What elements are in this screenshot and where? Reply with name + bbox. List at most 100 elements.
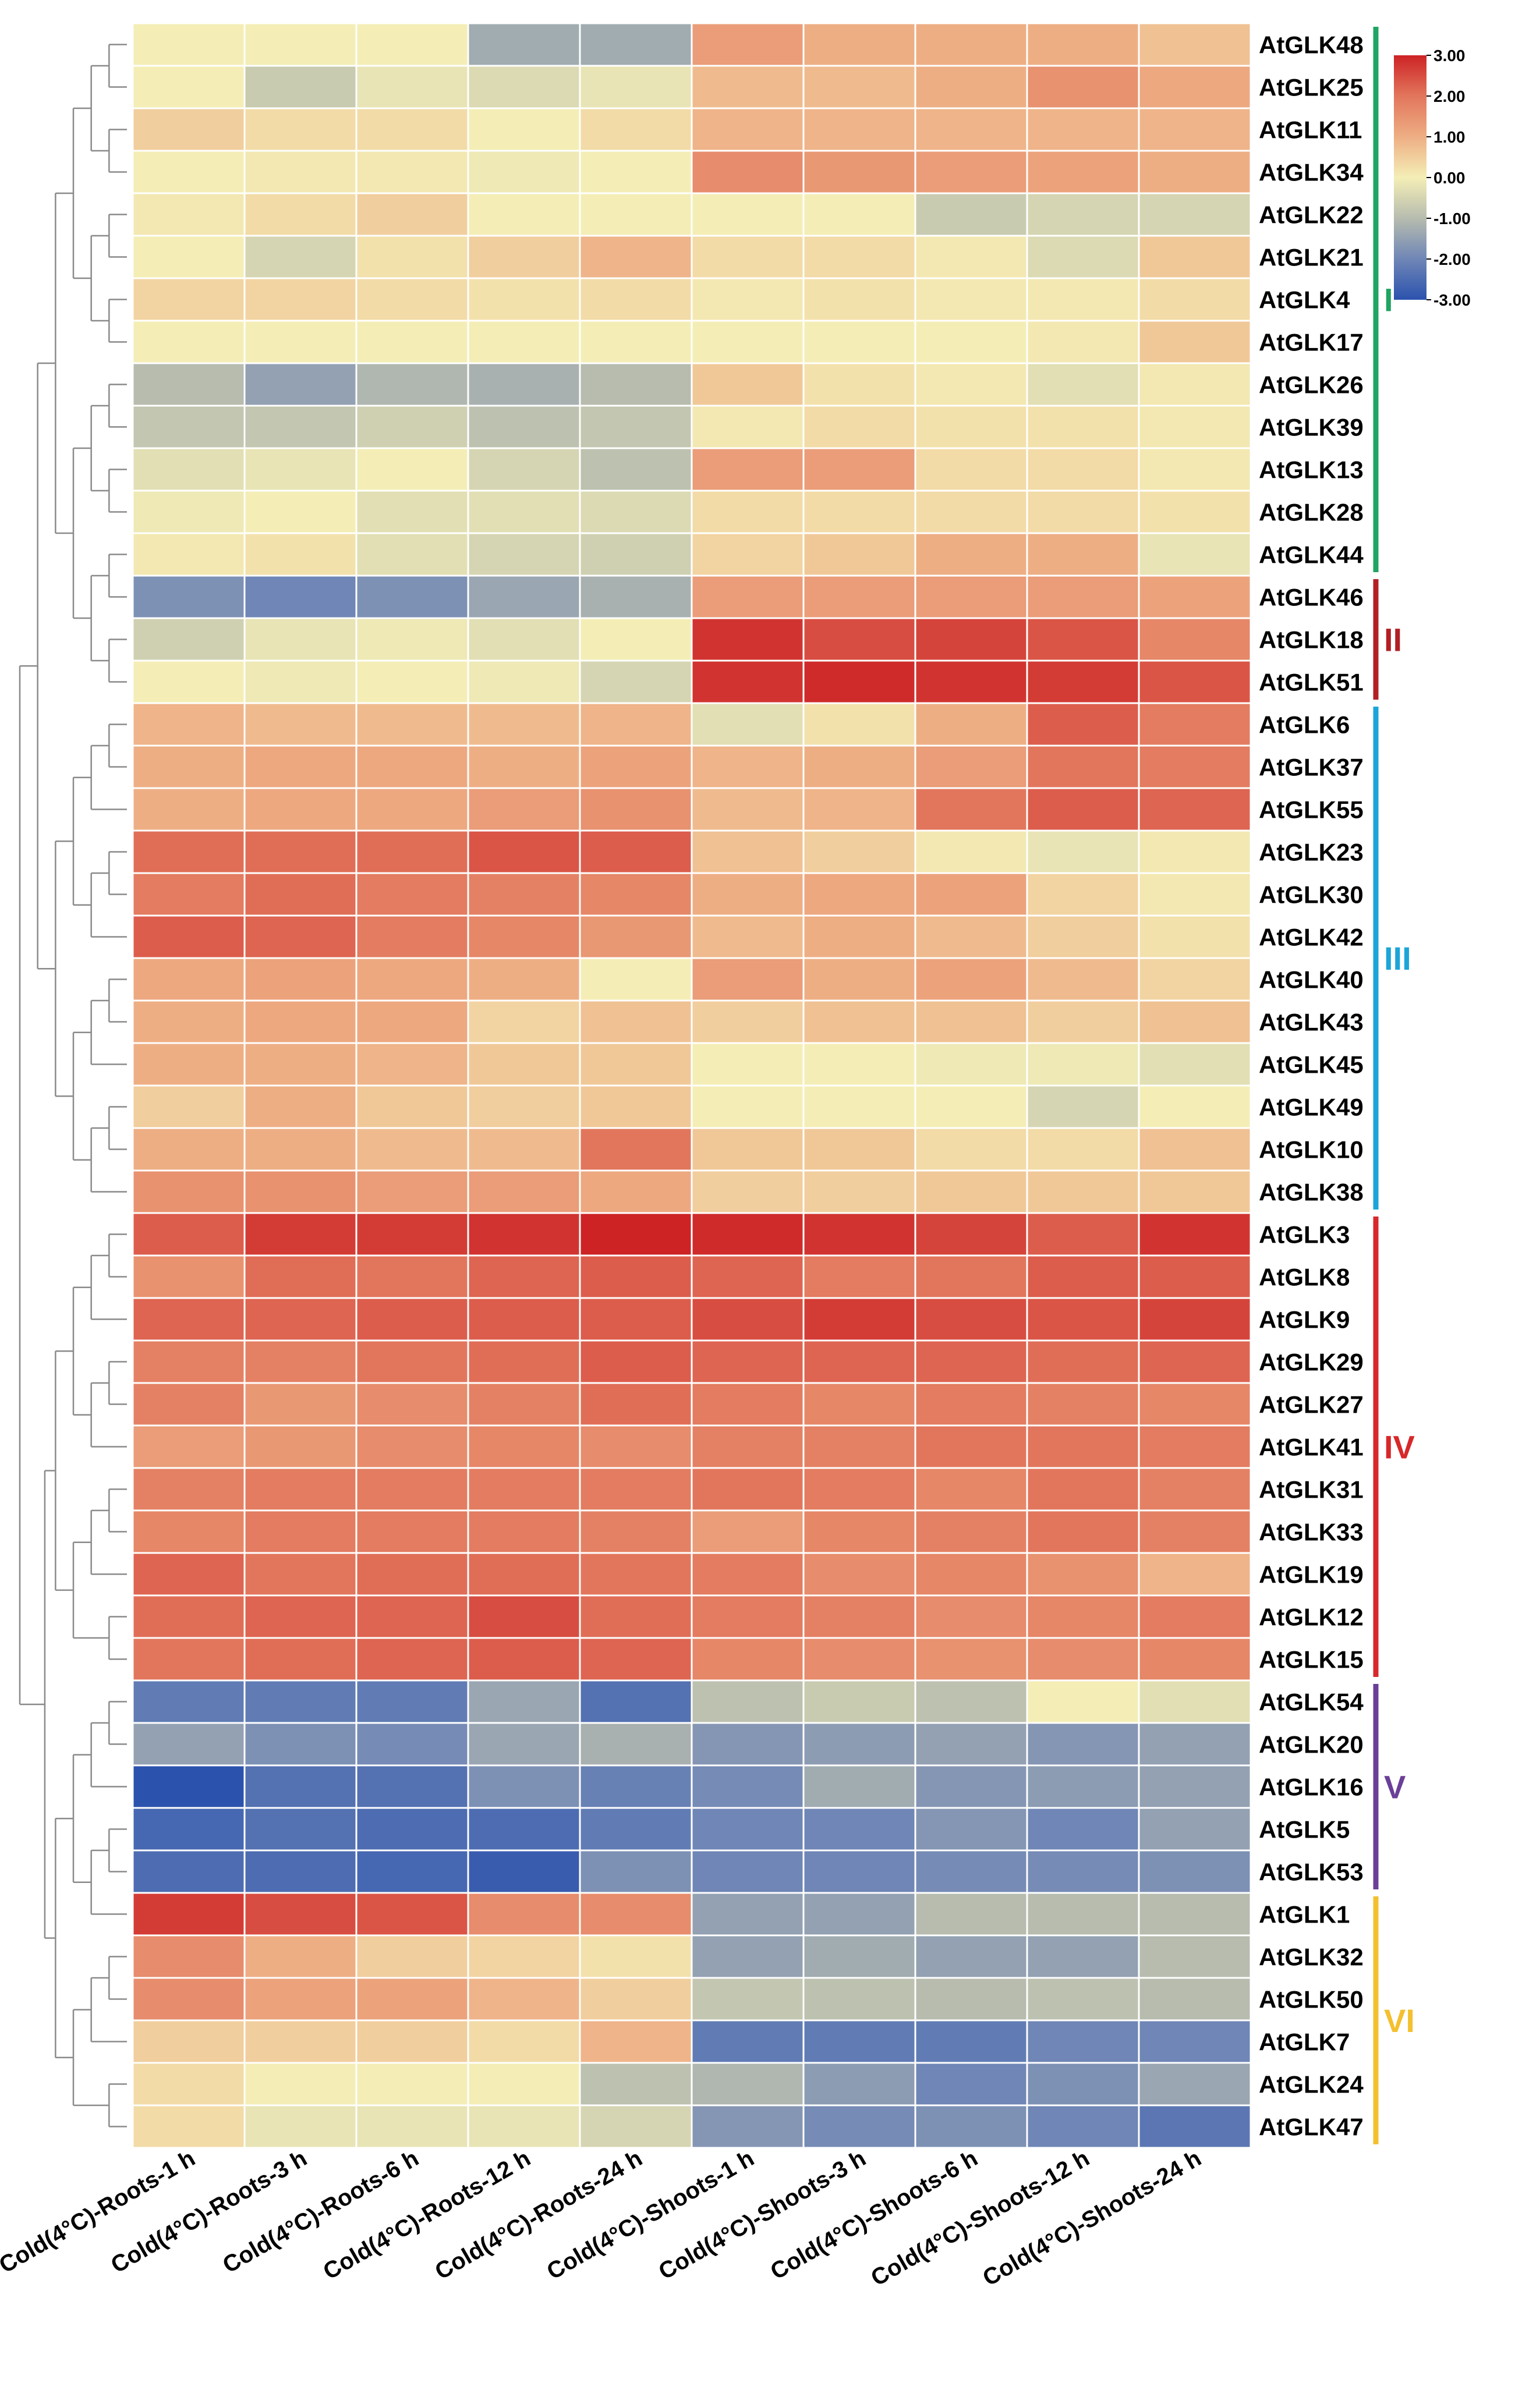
heatmap-cell bbox=[355, 277, 469, 322]
heatmap-cell bbox=[914, 957, 1028, 1002]
heatmap-cell bbox=[579, 914, 693, 959]
heatmap-cell bbox=[132, 659, 246, 704]
heatmap-cell bbox=[243, 1212, 357, 1257]
heatmap-cell bbox=[1026, 320, 1140, 364]
heatmap-cell bbox=[243, 320, 357, 364]
heatmap-cell bbox=[914, 617, 1028, 662]
heatmap-cell bbox=[691, 1552, 805, 1597]
heatmap-cell bbox=[1026, 277, 1140, 322]
heatmap-cell bbox=[914, 1552, 1028, 1597]
heatmap-cell bbox=[1138, 999, 1252, 1044]
heatmap-cell bbox=[467, 1849, 581, 1894]
heatmap-cell bbox=[132, 405, 246, 449]
heatmap-cell bbox=[802, 1849, 916, 1894]
heatmap-cell bbox=[243, 1382, 357, 1427]
heatmap-cell bbox=[132, 872, 246, 917]
heatmap-cell bbox=[802, 362, 916, 407]
heatmap-cell bbox=[579, 787, 693, 832]
heatmap-cell bbox=[132, 2104, 246, 2149]
heatmap-cell bbox=[914, 362, 1028, 407]
heatmap-cell bbox=[132, 150, 246, 194]
heatmap-cell bbox=[691, 872, 805, 917]
row-label: AtGLK50 bbox=[1259, 1986, 1364, 2013]
heatmap-cell bbox=[467, 490, 581, 534]
heatmap-cell bbox=[802, 1892, 916, 1937]
heatmap-cell bbox=[243, 1892, 357, 1937]
heatmap-cell bbox=[1026, 1594, 1140, 1639]
heatmap-cell bbox=[802, 617, 916, 662]
column-label: Cold(4°C)-Roots-6 h bbox=[218, 2145, 423, 2278]
heatmap-cell bbox=[914, 1977, 1028, 2022]
heatmap-cell bbox=[914, 702, 1028, 747]
heatmap-cell bbox=[243, 617, 357, 662]
heatmap-cell bbox=[355, 1977, 469, 2022]
heatmap-cell bbox=[802, 744, 916, 789]
legend-tick-label: -3.00 bbox=[1433, 291, 1471, 309]
heatmap-cell bbox=[802, 1594, 916, 1639]
heatmap-cell bbox=[691, 1084, 805, 1129]
heatmap-cell bbox=[243, 362, 357, 407]
heatmap-cell bbox=[132, 1212, 246, 1257]
heatmap-cell bbox=[355, 872, 469, 917]
heatmap-cell bbox=[243, 1722, 357, 1767]
heatmap-cell bbox=[1026, 1169, 1140, 1214]
heatmap-cell bbox=[579, 1764, 693, 1809]
column-label: Cold(4°C)-Shoots-1 h bbox=[543, 2145, 759, 2285]
heatmap-cell bbox=[914, 320, 1028, 364]
heatmap-cell bbox=[914, 1594, 1028, 1639]
heatmap-cell bbox=[355, 65, 469, 109]
heatmap-cell bbox=[1026, 1127, 1140, 1172]
heatmap-cell bbox=[1026, 1934, 1140, 1979]
heatmap-cell bbox=[243, 1509, 357, 1554]
heatmap-cell bbox=[1026, 617, 1140, 662]
row-label: AtGLK9 bbox=[1259, 1306, 1350, 1334]
heatmap-cell bbox=[1026, 1042, 1140, 1087]
heatmap-cell bbox=[579, 1042, 693, 1087]
heatmap-cell bbox=[579, 744, 693, 789]
heatmap-cell bbox=[467, 957, 581, 1002]
heatmap-cell bbox=[579, 1467, 693, 1512]
heatmap-cell bbox=[691, 1297, 805, 1342]
heatmap-cell bbox=[1138, 787, 1252, 832]
heatmap-cell bbox=[579, 617, 693, 662]
heatmap-cell bbox=[132, 1254, 246, 1299]
heatmap-cell bbox=[243, 1679, 357, 1724]
cluster-label: I bbox=[1384, 282, 1393, 318]
heatmap-cell bbox=[802, 1254, 916, 1299]
heatmap-cell bbox=[691, 617, 805, 662]
heatmap-cell bbox=[132, 2062, 246, 2106]
heatmap-cell bbox=[1138, 829, 1252, 874]
heatmap-cell bbox=[467, 447, 581, 492]
row-label: AtGLK48 bbox=[1259, 31, 1364, 59]
heatmap-cell bbox=[355, 1807, 469, 1852]
heatmap-cell bbox=[467, 22, 581, 67]
heatmap-cell bbox=[243, 1169, 357, 1214]
heatmap-cell bbox=[914, 1212, 1028, 1257]
row-label: AtGLK33 bbox=[1259, 1519, 1364, 1546]
heatmap-cell bbox=[579, 1934, 693, 1979]
heatmap-cell bbox=[132, 1764, 246, 1809]
heatmap-cell bbox=[467, 2062, 581, 2106]
heatmap-cell bbox=[579, 192, 693, 237]
heatmap-cell bbox=[132, 192, 246, 237]
heatmap-cell bbox=[355, 1127, 469, 1172]
heatmap-cell bbox=[132, 999, 246, 1044]
column-label: Cold(4°C)-Roots-12 h bbox=[319, 2145, 535, 2285]
row-label: AtGLK54 bbox=[1259, 1689, 1364, 1716]
heatmap-cell bbox=[691, 1594, 805, 1639]
legend-tick-label: -2.00 bbox=[1433, 250, 1471, 268]
row-label: AtGLK25 bbox=[1259, 74, 1364, 101]
heatmap-cell bbox=[132, 914, 246, 959]
heatmap-cell bbox=[1138, 277, 1252, 322]
heatmap-cell bbox=[355, 1169, 469, 1214]
heatmap-cell bbox=[467, 829, 581, 874]
heatmap-cell bbox=[355, 702, 469, 747]
heatmap-cell bbox=[802, 574, 916, 619]
heatmap-cell bbox=[802, 1509, 916, 1554]
heatmap-cell bbox=[1026, 1679, 1140, 1724]
heatmap-cell bbox=[579, 957, 693, 1002]
heatmap-cell bbox=[467, 1169, 581, 1214]
heatmap-cell bbox=[355, 1934, 469, 1979]
heatmap-cell bbox=[914, 192, 1028, 237]
